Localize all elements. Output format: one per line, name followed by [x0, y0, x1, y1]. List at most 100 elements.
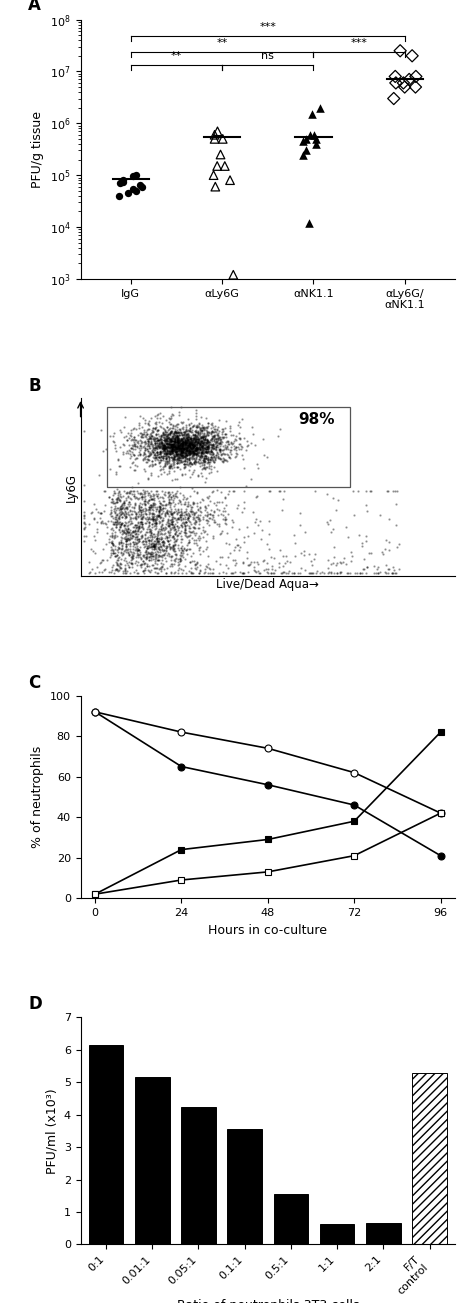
Point: [163, 541, 170, 562]
Point: [146, 519, 154, 539]
Point: [191, 431, 199, 452]
Point: [165, 434, 173, 455]
Point: [166, 502, 174, 523]
Point: [170, 417, 177, 438]
Point: [110, 499, 118, 520]
Point: [163, 502, 171, 523]
Point: [363, 556, 370, 577]
Point: [149, 447, 156, 468]
Point: [156, 539, 164, 560]
Point: [197, 444, 205, 465]
Point: [171, 431, 179, 452]
Point: [225, 558, 232, 579]
Point: [139, 431, 146, 452]
Point: [152, 448, 160, 469]
Point: [177, 503, 184, 524]
Point: [183, 431, 191, 452]
Point: [148, 555, 155, 576]
Point: [167, 453, 174, 474]
Point: [90, 508, 98, 529]
Point: [200, 426, 207, 447]
Point: [193, 425, 201, 446]
Point: [137, 516, 145, 537]
Point: [140, 421, 147, 442]
Point: [133, 487, 141, 508]
Point: [137, 525, 145, 546]
Point: [178, 504, 185, 525]
Point: [150, 539, 157, 560]
Point: [163, 444, 170, 465]
Point: [146, 560, 153, 581]
Point: [198, 435, 205, 456]
Point: [232, 528, 239, 549]
Point: [360, 559, 368, 580]
Point: [196, 422, 203, 443]
Point: [185, 414, 193, 435]
Point: [170, 439, 177, 460]
Point: [185, 448, 193, 469]
Point: [150, 489, 157, 509]
Point: [209, 442, 216, 463]
Point: [173, 440, 181, 461]
Point: [157, 435, 164, 456]
Point: [81, 421, 88, 442]
Point: [151, 429, 159, 450]
Point: [339, 552, 346, 573]
Point: [264, 447, 271, 468]
Point: [144, 507, 151, 528]
Point: [179, 431, 187, 452]
Point: [173, 440, 180, 461]
Point: [221, 423, 228, 444]
Point: [192, 434, 200, 455]
Point: [124, 502, 132, 523]
Point: [198, 426, 206, 447]
Point: [197, 431, 204, 452]
Point: [169, 426, 176, 447]
Point: [159, 447, 167, 468]
Point: [152, 546, 160, 567]
Point: [177, 430, 184, 451]
Point: [192, 434, 200, 455]
Point: [233, 444, 240, 465]
Point: [177, 439, 185, 460]
Point: [203, 433, 210, 453]
Point: [231, 555, 238, 576]
Point: [158, 413, 165, 434]
Point: [196, 509, 204, 530]
Point: [192, 409, 200, 430]
Point: [118, 498, 126, 519]
Point: [149, 486, 157, 507]
Point: [154, 486, 161, 507]
Point: [163, 494, 170, 515]
Point: [112, 513, 120, 534]
Point: [188, 498, 195, 519]
Point: [186, 434, 194, 455]
Point: [191, 452, 198, 473]
Point: [183, 429, 191, 450]
Point: [156, 430, 164, 451]
Point: [182, 417, 190, 438]
Point: [160, 434, 167, 455]
Point: [203, 437, 210, 457]
Point: [155, 504, 163, 525]
Point: [156, 443, 164, 464]
Point: [174, 520, 182, 541]
Point: [145, 490, 152, 511]
Point: [176, 507, 184, 528]
Point: [176, 439, 184, 460]
Point: [120, 427, 128, 448]
Point: [164, 423, 172, 444]
Point: [160, 536, 168, 556]
Point: [152, 515, 159, 536]
Point: [152, 412, 159, 433]
Point: [183, 448, 191, 469]
Point: [245, 562, 252, 582]
Point: [174, 555, 182, 576]
Point: [170, 434, 178, 455]
Point: [178, 539, 186, 560]
Point: [389, 563, 397, 584]
Point: [161, 456, 169, 477]
Point: [174, 429, 182, 450]
Point: [174, 433, 182, 453]
Point: [224, 430, 232, 451]
